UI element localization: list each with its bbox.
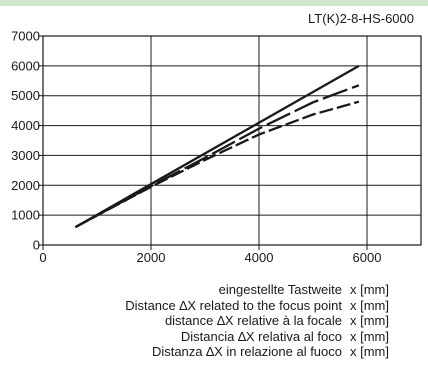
x-axis-legend: eingestellte Tastweite x [mm] Distance ∆… <box>0 282 428 360</box>
chart-title: LT(K)2-8-HS-6000 <box>308 11 414 26</box>
x-tick-label: 6000 <box>353 250 382 265</box>
legend-label-es: Distancia ∆X relativa al foco <box>180 328 342 344</box>
line-chart: 0 1000 2000 3000 4000 5000 6000 7000 0 2000 4000 6… <box>11 29 422 265</box>
legend-unit-it: x [mm] <box>350 344 389 359</box>
y-tick-label: 1000 <box>11 208 40 223</box>
series-line-dash <box>74 100 360 229</box>
y-tick-label: 5000 <box>11 88 40 103</box>
y-tick-label: 2000 <box>11 178 40 193</box>
legend-label-de: eingestellte Tastweite <box>218 282 342 297</box>
grid-lines <box>43 36 421 245</box>
series-line-long-dash <box>74 84 360 229</box>
x-tick-label: 4000 <box>245 250 274 265</box>
legend-unit-en: x [mm] <box>350 297 389 313</box>
x-axis-ticks: 0 2000 4000 6000 <box>39 245 381 265</box>
legend-label-fr: distance ∆X relative à la focale <box>164 313 342 328</box>
x-tick-label: 0 <box>39 250 46 265</box>
legend-row-de: eingestellte Tastweite x [mm] <box>0 282 428 298</box>
legend-row-es: Distancia ∆X relativa al foco x [mm] <box>0 329 428 345</box>
legend-unit-fr: x [mm] <box>350 313 389 328</box>
legend-unit-es: x [mm] <box>350 328 389 344</box>
series-lines <box>74 64 360 229</box>
legend-row-en: Distance ∆X related to the focus point x… <box>0 298 428 314</box>
legend-row-it: Distanza ∆X in relazione al fuoco x [mm] <box>0 344 428 360</box>
y-axis-ticks: 0 1000 2000 3000 4000 5000 6000 7000 <box>11 29 43 253</box>
legend-label-en: Distance ∆X related to the focus point <box>125 297 342 313</box>
x-tick-label: 2000 <box>137 250 166 265</box>
legend-row-fr: distance ∆X relative à la focale x [mm] <box>0 313 428 329</box>
y-tick-label: 7000 <box>11 29 40 44</box>
y-tick-label: 3000 <box>11 148 40 163</box>
top-band <box>0 0 428 6</box>
legend-label-it: Distanza ∆X in relazione al fuoco <box>151 344 342 359</box>
legend-unit-de: x [mm] <box>350 282 389 297</box>
y-tick-label: 6000 <box>11 58 40 73</box>
y-tick-label: 0 <box>33 238 40 253</box>
y-tick-label: 4000 <box>11 118 40 133</box>
plot-frame <box>42 35 422 246</box>
